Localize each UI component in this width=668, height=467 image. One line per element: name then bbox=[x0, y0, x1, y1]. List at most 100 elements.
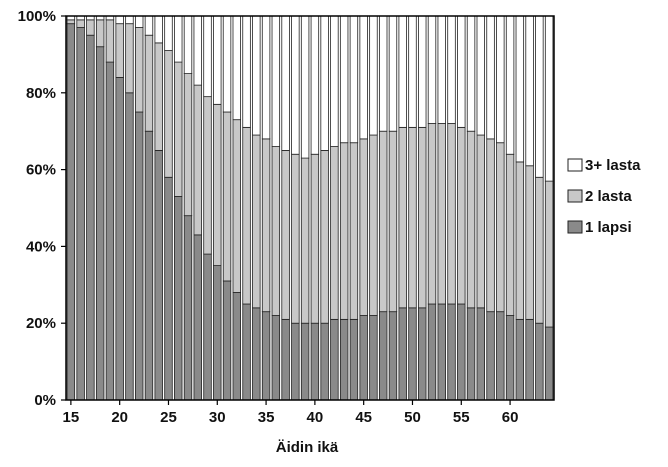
legend-swatch-2-lasta bbox=[567, 189, 583, 203]
bar-segment-1-lapsi-41 bbox=[320, 322, 329, 401]
bar-segment-1-lapsi-58 bbox=[486, 311, 495, 401]
bar-segment-1-lapsi-27 bbox=[183, 215, 193, 401]
plot-frame bbox=[65, 15, 555, 401]
bar-segment-3-lasta-49 bbox=[398, 15, 407, 128]
bar-segment-2-lasta-62 bbox=[525, 165, 534, 320]
bar-segment-2-lasta-33 bbox=[242, 126, 251, 305]
bar-segment-2-lasta-43 bbox=[339, 142, 349, 320]
legend-label-3-lasta: 3+ lasta bbox=[585, 157, 641, 174]
bar-segment-3-lasta-59 bbox=[496, 15, 505, 144]
bar-segment-3-lasta-50 bbox=[408, 15, 417, 128]
bar-segment-3-lasta-47 bbox=[378, 15, 388, 132]
plot-area bbox=[66, 15, 554, 401]
bar-segment-1-lapsi-45 bbox=[359, 315, 368, 401]
bar-segment-1-lapsi-62 bbox=[525, 318, 534, 401]
bar-segment-2-lasta-20 bbox=[115, 23, 124, 78]
bar-segment-2-lasta-26 bbox=[174, 61, 183, 197]
bar-segment-2-lasta-47 bbox=[378, 130, 388, 313]
bar-segment-2-lasta-23 bbox=[144, 34, 154, 132]
bar-segment-3-lasta-62 bbox=[525, 15, 534, 167]
bar-segment-3-lasta-42 bbox=[330, 15, 339, 147]
bar-segment-1-lapsi-29 bbox=[203, 253, 212, 401]
bar-segment-3-lasta-21 bbox=[125, 15, 134, 25]
x-tick-label: 45 bbox=[355, 409, 372, 426]
bar-segment-3-lasta-63 bbox=[535, 15, 544, 178]
bar-segment-3-lasta-39 bbox=[300, 15, 310, 159]
bar-segment-1-lapsi-50 bbox=[408, 307, 417, 401]
bar-segment-2-lasta-17 bbox=[86, 19, 95, 36]
bar-segment-3-lasta-60 bbox=[505, 15, 515, 155]
bar-segment-3-lasta-55 bbox=[457, 15, 466, 128]
bar-segment-1-lapsi-48 bbox=[388, 311, 398, 401]
bar-segment-3-lasta-44 bbox=[349, 15, 359, 144]
bar-segment-2-lasta-48 bbox=[388, 130, 398, 313]
bar-segment-2-lasta-27 bbox=[183, 73, 193, 217]
bar-segment-2-lasta-18 bbox=[95, 19, 105, 48]
bar-segment-3-lasta-22 bbox=[134, 15, 144, 28]
bar-segment-3-lasta-25 bbox=[164, 15, 173, 51]
bar-segment-3-lasta-30 bbox=[213, 15, 222, 105]
bar-segment-3-lasta-51 bbox=[418, 15, 427, 128]
bar-segment-3-lasta-45 bbox=[359, 15, 368, 140]
x-tick-label: 50 bbox=[404, 409, 421, 426]
x-axis-title: Äidin ikä bbox=[276, 439, 339, 456]
y-tick-label: 80% bbox=[26, 85, 56, 102]
bar-segment-1-lapsi-52 bbox=[427, 303, 437, 401]
x-tick-label: 25 bbox=[160, 409, 177, 426]
bar-segment-2-lasta-46 bbox=[369, 134, 378, 316]
bar-segment-2-lasta-32 bbox=[232, 119, 242, 293]
bar-segment-3-lasta-29 bbox=[203, 15, 212, 98]
legend-swatch-1-lapsi bbox=[567, 220, 583, 234]
bar-segment-1-lapsi-36 bbox=[271, 315, 281, 401]
bar-segment-1-lapsi-47 bbox=[378, 311, 388, 401]
bar-segment-3-lasta-23 bbox=[144, 15, 154, 36]
bar-segment-1-lapsi-61 bbox=[515, 318, 525, 401]
bar-segment-1-lapsi-23 bbox=[144, 130, 154, 401]
bar-segment-1-lapsi-37 bbox=[281, 318, 290, 401]
bar-segment-2-lasta-56 bbox=[466, 130, 476, 309]
bar-segment-3-lasta-53 bbox=[437, 15, 446, 124]
bar-segment-3-lasta-28 bbox=[193, 15, 202, 86]
bar-segment-2-lasta-52 bbox=[427, 123, 437, 305]
x-tick-label: 40 bbox=[307, 409, 324, 426]
bar-segment-1-lapsi-39 bbox=[300, 322, 310, 401]
bar-segment-3-lasta-24 bbox=[154, 15, 163, 44]
bar-segment-3-lasta-52 bbox=[427, 15, 437, 124]
x-tick-label: 20 bbox=[111, 409, 128, 426]
bar-segment-3-lasta-37 bbox=[281, 15, 290, 151]
bar-segment-2-lasta-29 bbox=[203, 96, 212, 255]
bar-segment-3-lasta-34 bbox=[252, 15, 261, 136]
bar-segment-2-lasta-34 bbox=[252, 134, 261, 309]
x-tick-label: 30 bbox=[209, 409, 226, 426]
bar-segment-2-lasta-28 bbox=[193, 84, 202, 236]
x-tick-label: 15 bbox=[63, 409, 80, 426]
bar-segment-2-lasta-38 bbox=[291, 153, 300, 324]
bar-segment-1-lapsi-51 bbox=[418, 307, 427, 401]
axes: 0% 20% 40% 60% 80% 100% 15 20 25 30 35 40 45 50 55 60 bbox=[18, 8, 555, 426]
bar-segment-1-lapsi-60 bbox=[505, 315, 515, 401]
bar-segment-1-lapsi-28 bbox=[193, 234, 202, 401]
bar-segment-2-lasta-31 bbox=[222, 111, 232, 282]
bar-segment-3-lasta-58 bbox=[486, 15, 495, 140]
bar-segment-2-lasta-30 bbox=[213, 103, 222, 266]
bar-segment-3-lasta-27 bbox=[183, 15, 193, 74]
bar-segment-2-lasta-51 bbox=[418, 126, 427, 309]
bar-segment-1-lapsi-15 bbox=[66, 23, 76, 401]
bar-segment-1-lapsi-17 bbox=[86, 34, 95, 401]
bar-segment-2-lasta-42 bbox=[330, 146, 339, 320]
bar-segment-1-lapsi-55 bbox=[457, 303, 466, 401]
bar-segment-2-lasta-55 bbox=[457, 126, 466, 305]
bar-segment-1-lapsi-30 bbox=[213, 265, 222, 401]
bar-segment-1-lapsi-43 bbox=[339, 318, 349, 401]
bar-segment-2-lasta-60 bbox=[505, 153, 515, 316]
bar-segment-1-lapsi-57 bbox=[476, 307, 485, 401]
bar-segment-3-lasta-35 bbox=[261, 15, 271, 140]
legend: 3+ lasta 2 lasta 1 lapsi bbox=[567, 157, 641, 236]
bar-segment-2-lasta-59 bbox=[496, 142, 505, 313]
bar-segment-1-lapsi-40 bbox=[310, 322, 320, 401]
bar-segment-2-lasta-50 bbox=[408, 126, 417, 309]
y-tick-label: 0% bbox=[34, 392, 56, 409]
bar-segment-3-lasta-46 bbox=[369, 15, 378, 136]
bar-segment-2-lasta-16 bbox=[76, 19, 85, 28]
bar-segment-1-lapsi-16 bbox=[76, 27, 85, 401]
